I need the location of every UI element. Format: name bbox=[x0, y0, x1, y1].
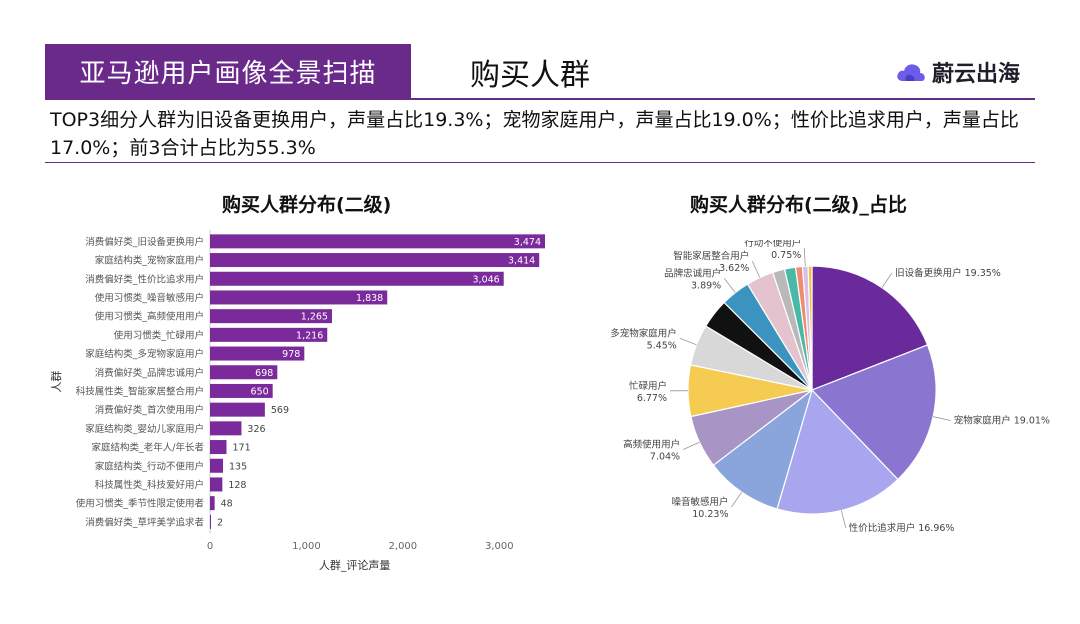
bar bbox=[210, 346, 305, 361]
bar bbox=[210, 327, 328, 342]
x-tick-label: 0 bbox=[207, 541, 213, 552]
pie-leader-line bbox=[933, 416, 951, 421]
bar-value-label: 569 bbox=[271, 405, 289, 416]
y-tick-label: 家庭结构类_宠物家庭用户 bbox=[95, 255, 204, 267]
pie-leader-line bbox=[881, 272, 893, 288]
bar bbox=[210, 440, 227, 455]
y-tick-label: 使用习惯类_噪音敏感用户 bbox=[95, 292, 204, 304]
y-tick-label: 消费偏好类_首次使用用户 bbox=[95, 404, 204, 416]
x-tick-label: 3,000 bbox=[485, 541, 514, 552]
y-tick-label: 消费偏好类_品牌忠诚用户 bbox=[95, 367, 204, 379]
x-tick-label: 1,000 bbox=[292, 541, 321, 552]
bar bbox=[210, 234, 545, 249]
pie-value-label: 3.62% bbox=[719, 263, 749, 274]
y-tick-label: 家庭结构类_行动不便用户 bbox=[95, 460, 204, 472]
brand-logo: 蔚云出海 bbox=[896, 56, 1020, 88]
bar-chart-title: 购买人群分布(二级) bbox=[222, 194, 392, 216]
pie-slice bbox=[776, 388, 899, 515]
y-tick-label: 家庭结构类_多宠物家庭用户 bbox=[85, 348, 204, 360]
pie-slice bbox=[810, 344, 937, 481]
bar-value-label: 698 bbox=[255, 368, 273, 379]
section-title: 购买人群 bbox=[470, 58, 590, 93]
pie-label: 忙碌用户 bbox=[629, 380, 667, 392]
pie-leader-line bbox=[682, 441, 700, 450]
bar bbox=[210, 477, 223, 492]
bar bbox=[210, 402, 265, 417]
bar-chart: 消费偏好类_旧设备更换用户 3,474 家庭结构类_宠物家庭用户 3,414 消费偏好类… bbox=[49, 230, 545, 572]
y-tick-label: 消费偏好类_草坪美学追求者 bbox=[85, 516, 204, 528]
bar bbox=[210, 421, 242, 436]
pie-label: 宠物家庭用户 19.01% bbox=[954, 415, 1050, 427]
y-tick-label: 使用习惯类_高频使用用户 bbox=[95, 311, 204, 323]
pie-value-label: 7.04% bbox=[650, 452, 680, 463]
pie-leader-line bbox=[841, 510, 847, 528]
pie-value-label: 0.75% bbox=[771, 250, 801, 261]
pie-chart: 旧设备更换用户 19.35% 宠物家庭用户 19.01% 性价比追求用户 16.96… bbox=[610, 240, 1050, 534]
y-tick-label: 使用习惯类_忙碌用户 bbox=[114, 329, 204, 341]
bar-value-label: 1,216 bbox=[296, 330, 323, 341]
pie-label: 旧设备更换用户 19.35% bbox=[895, 267, 1001, 279]
x-axis-label: 人群_评论声量 bbox=[319, 558, 391, 572]
bar bbox=[210, 514, 211, 529]
y-tick-label: 消费偏好类_性价比追求用户 bbox=[85, 273, 204, 285]
pie-slice bbox=[807, 265, 813, 391]
bar-value-label: 3,046 bbox=[473, 274, 500, 285]
bar bbox=[210, 253, 540, 268]
pie-value-label: 5.45% bbox=[647, 340, 677, 351]
summary-text: TOP3细分人群为旧设备更换用户，声量占比19.3%；宠物家庭用户，声量占比19… bbox=[50, 109, 1019, 159]
pie-leader-line bbox=[731, 491, 743, 508]
bar-value-label: 650 bbox=[251, 386, 269, 397]
y-tick-label: 消费偏好类_旧设备更换用户 bbox=[85, 236, 204, 248]
pie-leader-line bbox=[723, 278, 736, 293]
bar bbox=[210, 458, 224, 473]
y-tick-label: 科技属性类_智能家居整合用户 bbox=[76, 385, 204, 397]
bar-value-label: 978 bbox=[282, 349, 300, 360]
pie-value-label: 3.89% bbox=[691, 280, 721, 291]
y-tick-label: 家庭结构类_老年人/年长者 bbox=[92, 442, 204, 454]
pie-chart-title: 购买人群分布(二级)_占比 bbox=[690, 194, 907, 216]
bar bbox=[210, 496, 215, 511]
pie-label: 品牌忠诚用户 bbox=[664, 267, 721, 279]
bar bbox=[210, 290, 388, 305]
y-tick-label: 科技属性类_科技爱好用户 bbox=[95, 479, 204, 491]
x-tick-label: 2,000 bbox=[389, 541, 418, 552]
pie-slice bbox=[712, 388, 814, 510]
bar bbox=[210, 309, 332, 324]
brand-name: 蔚云出海 bbox=[931, 62, 1020, 87]
bar-value-label: 1,838 bbox=[356, 293, 383, 304]
y-axis-label: 人群 bbox=[49, 371, 63, 393]
header-banner: 亚马逊用户画像全景扫描 bbox=[45, 44, 411, 98]
summary-divider bbox=[45, 162, 1035, 163]
pie-leader-line bbox=[803, 248, 806, 267]
bar-value-label: 48 bbox=[221, 499, 233, 510]
pie-label: 智能家居整合用户 bbox=[673, 250, 749, 262]
pie-slice bbox=[811, 265, 929, 391]
pie-value-label: 10.23% bbox=[692, 509, 728, 520]
pie-label: 行动不便用户 bbox=[744, 240, 801, 249]
bar bbox=[210, 365, 278, 380]
bar-value-label: 326 bbox=[247, 424, 265, 435]
pie-label: 噪音敏感用户 bbox=[671, 496, 728, 508]
header-divider bbox=[45, 98, 1035, 100]
bar-value-label: 171 bbox=[232, 443, 250, 454]
pie-label: 性价比追求用户 16.96% bbox=[849, 522, 955, 534]
pie-leader-line bbox=[679, 337, 697, 346]
cloud-icon bbox=[897, 64, 925, 81]
y-tick-label: 使用习惯类_季节性限定使用者 bbox=[76, 498, 204, 510]
bar-value-label: 128 bbox=[228, 480, 246, 491]
pie-label: 高频使用用户 bbox=[623, 439, 680, 451]
bar-value-label: 3,474 bbox=[514, 237, 541, 248]
pie-label: 多宠物家庭用户 bbox=[610, 327, 677, 339]
pie-value-label: 6.77% bbox=[637, 393, 667, 404]
bar bbox=[210, 271, 504, 286]
pie-leader-line bbox=[751, 261, 761, 278]
bar-value-label: 135 bbox=[229, 461, 247, 472]
bar-value-label: 3,414 bbox=[508, 256, 535, 267]
bar bbox=[210, 383, 273, 398]
bar-value-label: 2 bbox=[217, 517, 223, 528]
bar-value-label: 1,265 bbox=[301, 312, 328, 323]
y-tick-label: 家庭结构类_婴幼儿家庭用户 bbox=[85, 423, 204, 435]
